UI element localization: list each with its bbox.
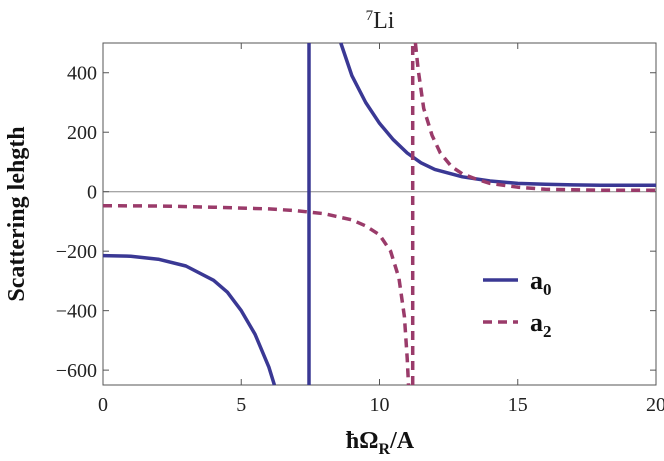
y-tick-label: 0 (87, 182, 97, 204)
x-axis-ticks: 0 5 10 15 20 (98, 43, 664, 416)
x-tick-label: 5 (236, 394, 246, 416)
series-a0-segment-3 (339, 42, 656, 187)
chart-title: 7Li (366, 8, 395, 34)
x-axis-label: ħΩR/A (346, 428, 415, 458)
plot-frame (102, 42, 657, 386)
series-a2-segment-3 (413, 42, 656, 192)
y-axis-label: Scattering lehgth (4, 126, 30, 301)
legend: a0 a2 (483, 266, 552, 341)
legend-label-a2: a2 (530, 308, 552, 341)
legend-label-a0: a0 (530, 266, 552, 299)
y-tick-label: −600 (56, 360, 97, 382)
series-a2-segment-1 (102, 203, 411, 386)
y-tick-label: 200 (67, 122, 97, 144)
y-axis-ticks: −600 −400 −200 0 200 400 (56, 63, 656, 382)
y-tick-label: −200 (56, 241, 97, 263)
y-tick-label: 400 (67, 63, 97, 85)
x-tick-label: 20 (646, 394, 664, 416)
series-a0-segment-1 (102, 253, 277, 386)
y-tick-label: −400 (56, 301, 97, 323)
x-tick-label: 10 (370, 394, 390, 416)
x-tick-label: 15 (508, 394, 528, 416)
x-tick-label: 0 (98, 394, 108, 416)
series-layer (102, 42, 656, 386)
